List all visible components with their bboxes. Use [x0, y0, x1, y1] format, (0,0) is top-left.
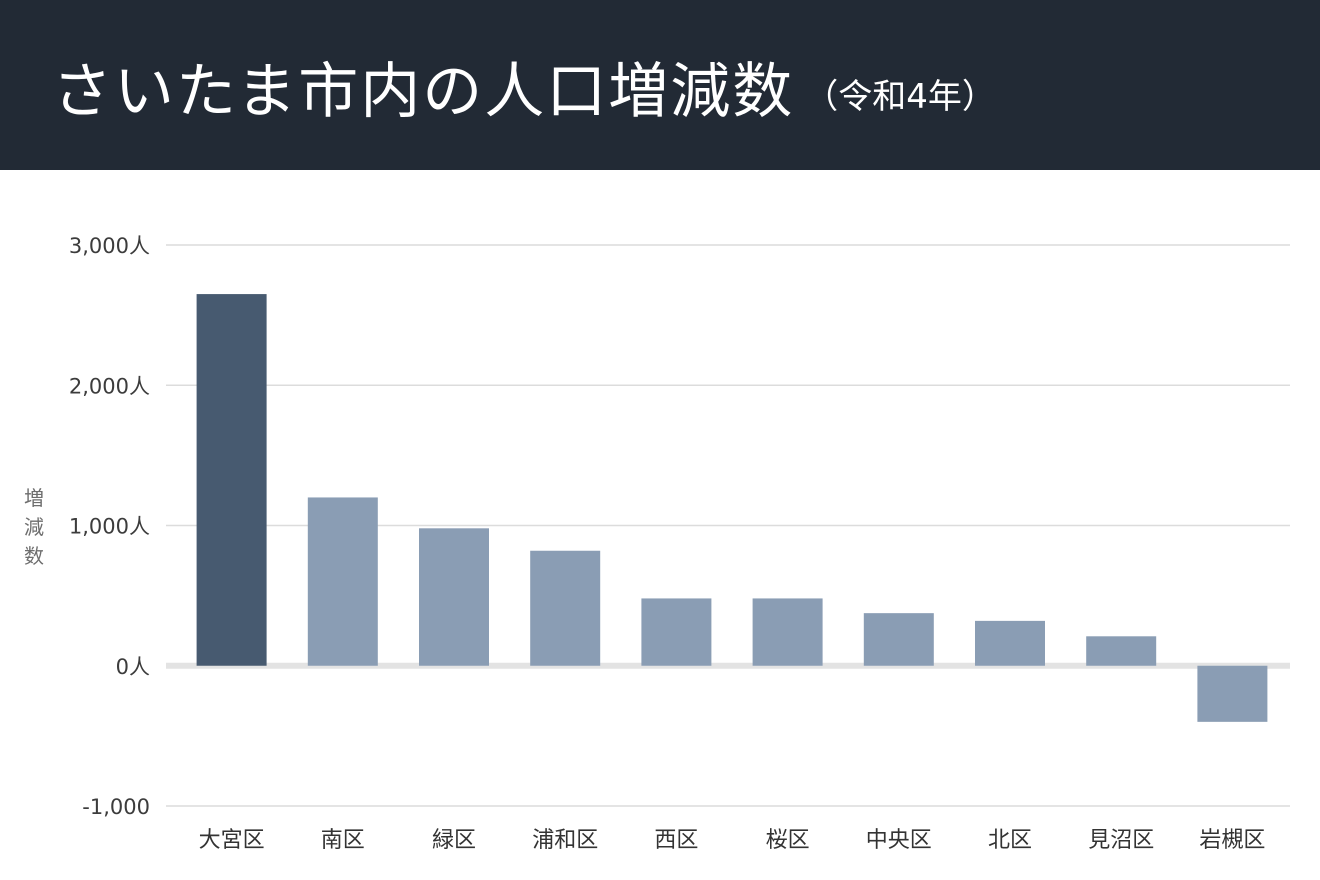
- x-category-label: 岩槻区: [1199, 828, 1265, 853]
- bar: [863, 613, 934, 666]
- y-axis-label: 増減数: [24, 486, 44, 568]
- x-category-label: 西区: [654, 828, 698, 853]
- bar: [752, 598, 823, 666]
- header-banner: さいたま市内の人口増減数 （令和4年）: [0, 0, 1320, 170]
- x-category-label: 見沼区: [1088, 828, 1154, 853]
- bars: [196, 294, 1268, 722]
- bar: [641, 598, 712, 666]
- y-axis-label-char: 数: [24, 544, 44, 568]
- y-tick-label: 1,000人: [69, 515, 150, 539]
- bar: [1086, 636, 1157, 666]
- x-category-label: 浦和区: [532, 828, 598, 853]
- bar: [419, 528, 489, 666]
- x-category-labels: 大宮区 南区 緑区 浦和区 西区 桜区 中央区 北区 見沼区 岩槻区: [199, 828, 1266, 853]
- y-tick-label: -1,000: [82, 795, 150, 819]
- x-category-label: 南区: [321, 828, 365, 853]
- bar: [196, 294, 267, 666]
- y-tick-label: 0人: [116, 655, 150, 679]
- x-category-label: 中央区: [866, 828, 932, 853]
- x-category-label: 桜区: [766, 828, 810, 853]
- y-axis-label-char: 減: [24, 515, 44, 539]
- y-axis-label-char: 増: [24, 486, 44, 510]
- chart-title: さいたま市内の人口増減数 （令和4年）: [52, 52, 996, 137]
- chart-subtitle: （令和4年）: [804, 77, 996, 117]
- bar: [307, 497, 378, 666]
- y-tick-labels: -1,000 0人 1,000人 2,000人 3,000人: [69, 234, 150, 819]
- bar: [975, 620, 1045, 666]
- bar: [1197, 665, 1268, 722]
- y-tick-label: 2,000人: [69, 374, 150, 398]
- x-category-label: 緑区: [432, 828, 476, 853]
- chart-title-main: さいたま市内の人口増減数: [52, 57, 795, 127]
- x-category-label: 大宮区: [199, 828, 265, 853]
- x-category-label: 北区: [988, 828, 1032, 853]
- bar: [530, 550, 601, 666]
- y-tick-label: 3,000人: [69, 234, 150, 258]
